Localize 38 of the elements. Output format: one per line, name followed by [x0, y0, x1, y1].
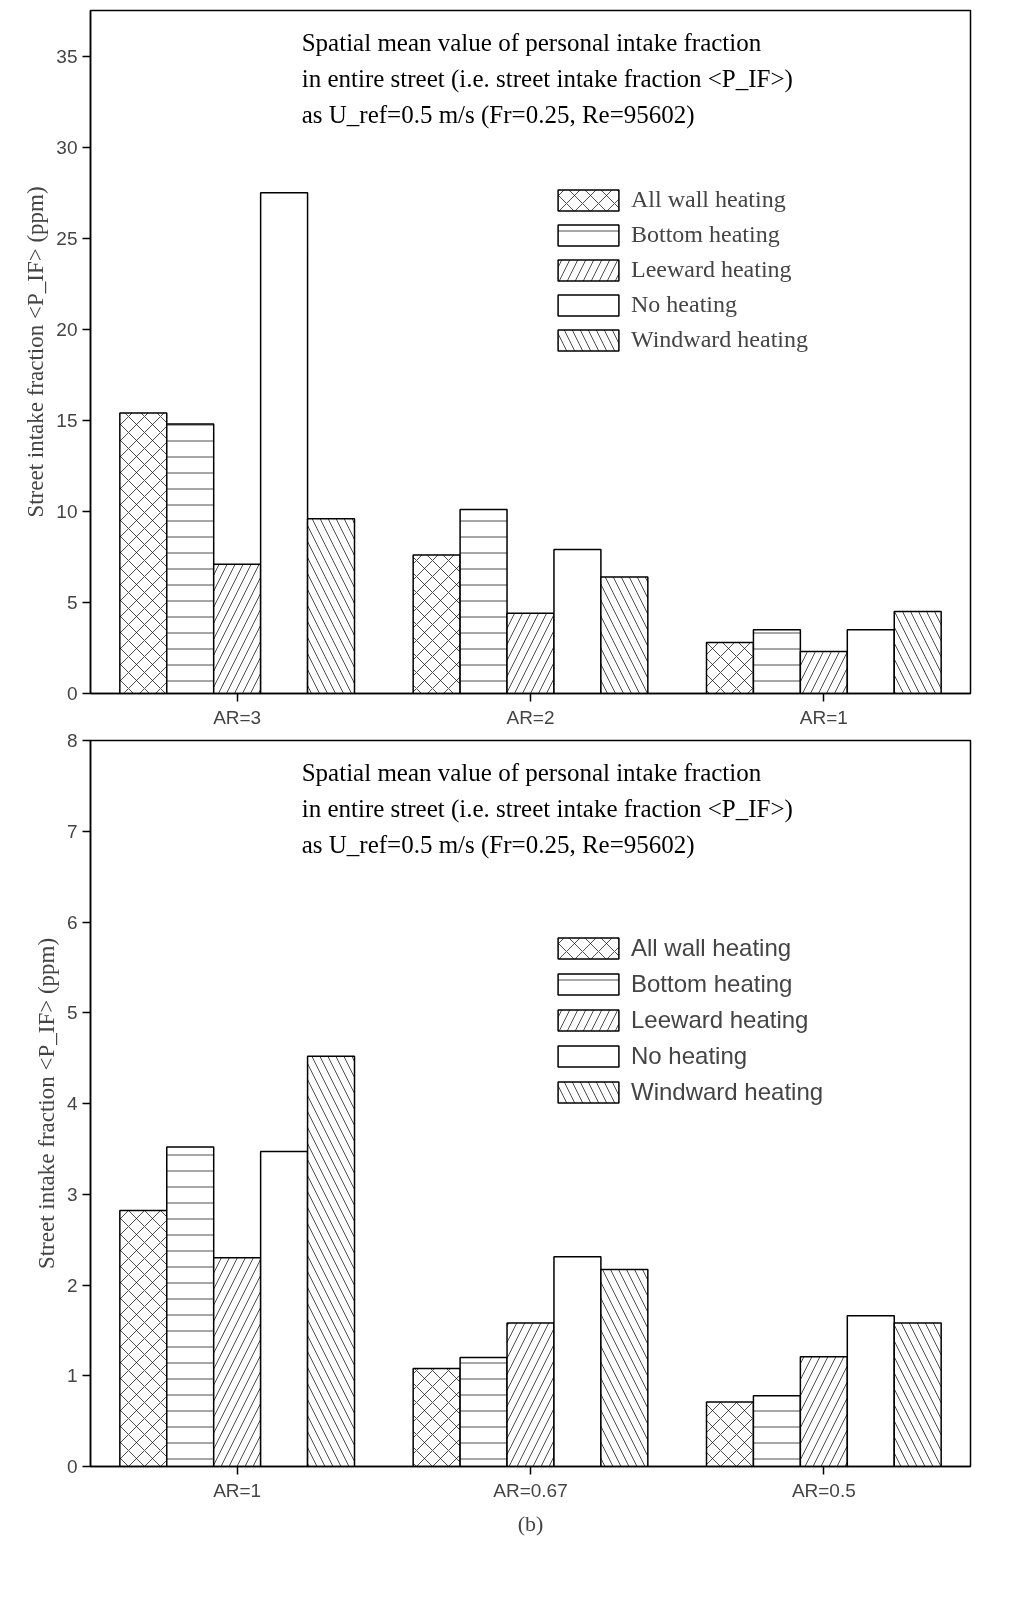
legend-label: Windward heating — [631, 326, 808, 353]
y-axis-title: Street intake fraction <P_IF> (ppm) — [33, 937, 59, 1270]
text: Spatial mean value of personal intake fraction in entire street (i.e. street intake fraction <P_IF>) as U_ref=0.5 m/s (Fr=0.25, Re=95602) — [301, 758, 793, 859]
y-tick-label: 6 — [66, 911, 78, 933]
y-tick-label: 1 — [66, 1365, 78, 1387]
x-tick-label: AR=1 — [213, 1479, 262, 1501]
x-tick-label: AR=0.67 — [493, 1479, 568, 1501]
legend-label: Leeward heating — [631, 1006, 809, 1034]
legend-label: All wall heating — [631, 934, 792, 962]
y-tick-label: 30 — [56, 136, 78, 158]
legend-label: Bottom heating — [631, 221, 780, 248]
y-tick-label: 20 — [56, 318, 78, 340]
y-axis-title: Street intake fraction <P_IF> (ppm) — [23, 186, 49, 518]
y-tick-label: 15 — [56, 409, 78, 431]
y-tick-label: 5 — [66, 1002, 78, 1024]
y-tick-label: 0 — [66, 683, 78, 704]
legend-label: All wall heating — [631, 186, 786, 213]
text: (b) — [517, 1510, 544, 1536]
y-tick-label: 4 — [66, 1093, 78, 1114]
y-tick-label: 10 — [56, 500, 78, 522]
legend-label: No heating — [631, 291, 737, 318]
y-tick-label: 8 — [66, 730, 78, 751]
legend-label: No heating — [631, 1042, 748, 1070]
y-tick-label: 35 — [56, 45, 78, 67]
legend-label: Bottom heating — [631, 970, 793, 998]
x-tick-label: AR=3 — [213, 706, 262, 728]
y-tick-label: 3 — [66, 1183, 78, 1205]
x-tick-label: AR=2 — [506, 706, 555, 728]
y-tick-label: 25 — [56, 227, 78, 249]
legend-label: Leeward heating — [631, 256, 792, 283]
x-tick-label: AR=1 — [799, 706, 848, 728]
text: Spatial mean value of personal intake fraction in entire street (i.e. street intake fraction <P_IF>) as U_ref=0.5 m/s (Fr=0.25, Re=95602) — [301, 28, 793, 129]
legend-label: Windward heating — [631, 1078, 824, 1106]
y-tick-label: 2 — [66, 1274, 78, 1296]
y-tick-label: 5 — [66, 591, 78, 613]
y-tick-label: 0 — [66, 1456, 78, 1477]
x-tick-label: AR=0.5 — [791, 1479, 856, 1501]
y-tick-label: 7 — [66, 820, 78, 842]
